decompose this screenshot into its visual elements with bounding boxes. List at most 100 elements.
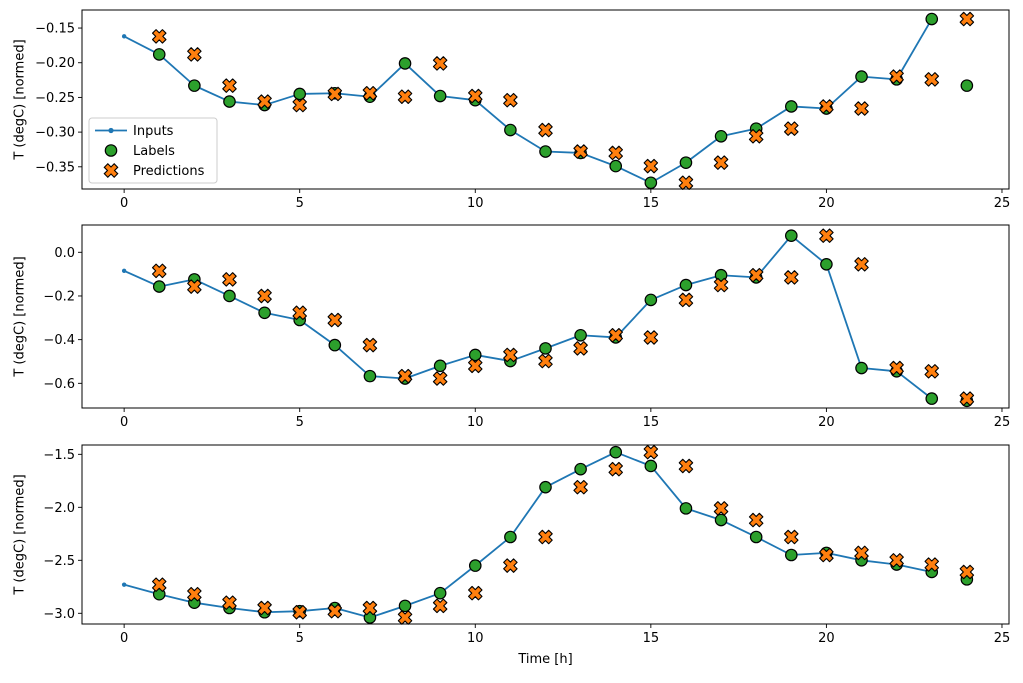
prediction-marker	[327, 312, 343, 328]
y-tick-label: −0.35	[35, 160, 75, 175]
prediction-marker	[257, 600, 272, 616]
prediction-marker	[292, 604, 307, 620]
prediction-marker	[713, 277, 729, 293]
prediction-marker	[503, 558, 518, 573]
label-marker	[609, 445, 623, 459]
label-marker	[574, 328, 587, 342]
label-marker	[188, 79, 201, 92]
x-tick-label: 10	[467, 631, 484, 646]
y-tick-label: −0.4	[43, 333, 75, 348]
prediction-marker	[819, 99, 834, 114]
prediction-marker	[854, 257, 869, 272]
x-axis-label: Time [h]	[517, 652, 572, 667]
prediction-marker	[678, 292, 694, 308]
x-tick-label: 0	[120, 196, 128, 211]
subplot-top: 0 5 10 15 20 25 −0.15 −0.20 −0.25 −0.30 −0.35 Input…	[35, 9, 1010, 211]
x-tick-label: 10	[467, 415, 484, 430]
prediction-marker	[397, 610, 413, 625]
prediction-marker	[187, 47, 202, 62]
label-marker	[714, 513, 728, 527]
x-tick-label: 10	[467, 196, 484, 211]
x-tick-label: 15	[643, 196, 660, 211]
x-tick-label: 20	[818, 415, 835, 430]
y-tick-label: −0.30	[35, 126, 75, 141]
prediction-marker	[538, 529, 553, 545]
x-tick-label: 15	[643, 631, 660, 646]
legend-item-label: Inputs	[133, 124, 174, 139]
prediction-marker	[503, 92, 518, 108]
prediction-marker	[608, 145, 623, 161]
inputs-point	[121, 268, 127, 274]
prediction-marker	[784, 529, 799, 545]
label-marker	[925, 392, 939, 405]
prediction-marker	[257, 288, 272, 304]
label-marker	[398, 57, 412, 70]
legend-item-label: Labels	[133, 144, 175, 159]
prediction-marker	[748, 129, 764, 144]
prediction-marker	[713, 155, 729, 170]
label-marker	[609, 159, 623, 173]
label-marker	[504, 123, 517, 137]
x-tick-label: 0	[120, 415, 128, 430]
y-axis-label-bottom: T (degC) [normed]	[13, 474, 28, 595]
label-marker	[925, 12, 939, 26]
prediction-marker	[222, 272, 237, 287]
x-tick-label: 5	[296, 631, 304, 646]
y-tick-label: 0.0	[54, 246, 75, 261]
prediction-marker	[678, 175, 694, 191]
x-tick-label: 0	[120, 631, 128, 646]
label-marker	[328, 338, 342, 352]
prediction-marker	[292, 305, 307, 321]
prediction-marker	[292, 97, 307, 113]
prediction-marker	[503, 347, 518, 363]
label-marker	[152, 280, 166, 293]
x-tick-label: 15	[643, 415, 660, 430]
label-marker	[504, 530, 517, 544]
prediction-marker	[538, 122, 553, 138]
legend: Inputs Labels Predictions	[88, 117, 218, 184]
label-marker	[644, 293, 658, 307]
prediction-marker	[362, 337, 378, 353]
label-marker	[784, 229, 798, 242]
prediction-marker	[187, 586, 202, 602]
prediction-marker	[643, 158, 659, 174]
prediction-marker	[924, 364, 940, 379]
prediction-marker	[854, 101, 869, 116]
x-tick-label: 20	[818, 631, 835, 646]
inputs-line	[123, 451, 932, 619]
prediction-marker	[151, 577, 167, 592]
prediction-marker	[397, 368, 413, 384]
prediction-marker	[362, 600, 378, 616]
label-marker	[293, 87, 306, 101]
axes-spines	[81, 224, 1010, 409]
prediction-marker	[397, 89, 413, 104]
inputs-line	[123, 234, 933, 400]
y-tick-label: −1.5	[43, 448, 75, 463]
y-axis-label-top: T (degC) [normed]	[13, 39, 28, 160]
label-marker	[433, 586, 447, 600]
prediction-marker	[468, 88, 483, 104]
label-marker	[960, 79, 974, 92]
label-marker	[679, 278, 693, 292]
prediction-marker	[222, 595, 237, 610]
prediction-marker	[924, 557, 940, 572]
prediction-marker	[819, 547, 834, 563]
y-tick-label: −3.0	[43, 607, 75, 622]
legend-predictions-x-icon	[103, 163, 119, 178]
label-marker	[539, 342, 552, 355]
label-marker	[714, 129, 728, 143]
prediction-marker	[924, 72, 940, 87]
y-tick-label: −0.20	[35, 56, 75, 71]
label-marker	[574, 462, 587, 476]
label-marker	[679, 156, 693, 169]
axes-spines	[81, 444, 1010, 625]
label-marker	[644, 176, 658, 190]
prediction-marker	[432, 371, 448, 386]
inputs-point	[121, 34, 127, 39]
prediction-marker	[573, 144, 588, 159]
label-marker	[223, 95, 236, 108]
prediction-marker	[643, 444, 659, 460]
subplot-middle: 0 5 10 15 20 25 0.0 −0.2 −0.4 −0.6	[43, 224, 1010, 430]
prediction-marker	[784, 121, 799, 136]
label-marker	[749, 530, 763, 544]
